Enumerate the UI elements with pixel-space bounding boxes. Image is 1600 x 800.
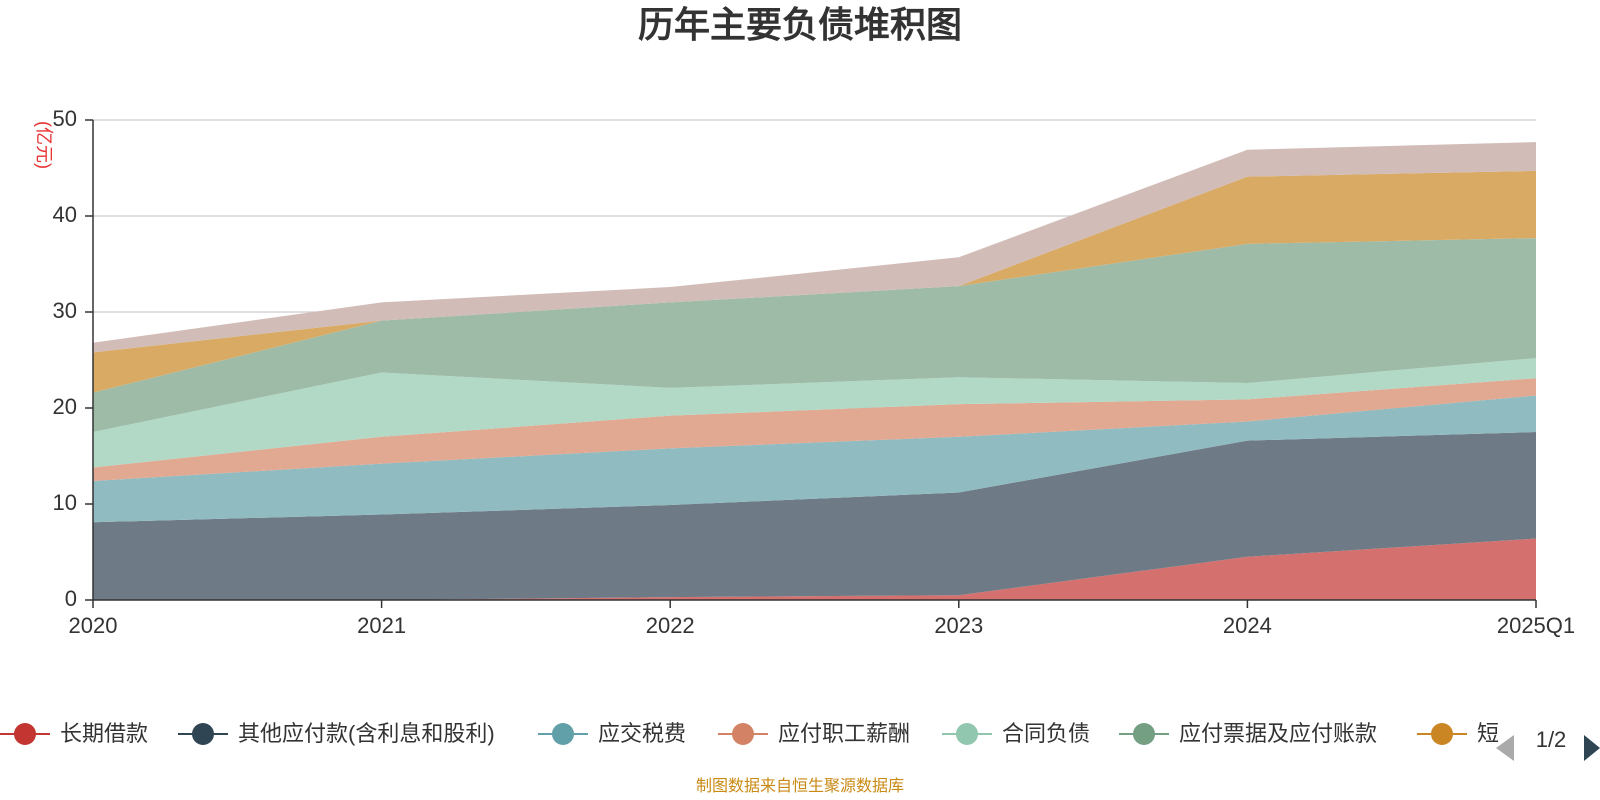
- area-series[interactable]: [93, 142, 1536, 600]
- y-tick-label: 50: [53, 106, 77, 131]
- area-series-2[interactable]: [93, 432, 1536, 600]
- x-tick-label: 2020: [69, 613, 118, 638]
- legend-label: 长期借款: [60, 721, 148, 746]
- area-series-5[interactable]: [93, 358, 1536, 468]
- data-source-note: 制图数据来自恒生聚源数据库: [696, 777, 904, 795]
- legend-next-icon[interactable]: [1584, 735, 1600, 761]
- area-series-1[interactable]: [93, 538, 1536, 600]
- y-tick-label: 20: [53, 394, 77, 419]
- legend-label: 短: [1477, 721, 1499, 746]
- legend-label: 合同负债: [1002, 721, 1090, 746]
- chart-title: 历年主要负债堆积图: [638, 4, 962, 45]
- area-series-7[interactable]: [93, 170, 1536, 393]
- legend-item[interactable]: 短: [1417, 721, 1499, 746]
- area-series-4[interactable]: [93, 378, 1536, 481]
- legend-item[interactable]: 其他应付款(含利息和股利): [178, 721, 495, 746]
- y-axis-unit-label: (亿元): [34, 121, 54, 169]
- legend-marker-icon: [1431, 723, 1453, 745]
- y-tick-label: 10: [53, 490, 77, 515]
- legend-label: 其他应付款(含利息和股利): [238, 721, 495, 746]
- legend-label: 应付职工薪酬: [778, 721, 910, 746]
- legend-marker-icon: [1133, 723, 1155, 745]
- legend-item[interactable]: 应交税费: [538, 721, 686, 746]
- x-tick-label: 2023: [934, 613, 983, 638]
- y-tick-label: 0: [65, 586, 77, 611]
- legend-marker-icon: [956, 723, 978, 745]
- legend-item[interactable]: 应付票据及应付账款: [1119, 721, 1377, 746]
- legend-label: 应付票据及应付账款: [1179, 721, 1377, 746]
- legend-marker-icon: [14, 723, 36, 745]
- legend-page-indicator: 1/2: [1536, 727, 1567, 752]
- y-tick-label: 40: [53, 202, 77, 227]
- legend-marker-icon: [192, 723, 214, 745]
- legend-prev-icon[interactable]: [1496, 735, 1514, 761]
- legend-item[interactable]: 应付职工薪酬: [718, 721, 910, 746]
- legend-pager[interactable]: 1/2: [1496, 727, 1600, 761]
- area-series-6[interactable]: [93, 238, 1536, 432]
- x-tick-label: 2025Q1: [1497, 613, 1575, 638]
- legend-marker-icon: [552, 723, 574, 745]
- area-series-8[interactable]: [93, 142, 1536, 353]
- legend-label: 应交税费: [598, 721, 686, 746]
- area-series-3[interactable]: [93, 395, 1536, 523]
- legend[interactable]: 长期借款 其他应付款(含利息和股利) 应交税费 应付职工薪酬 合同负债 应付票据及应付账款…: [0, 721, 1499, 746]
- x-tick-label: 2024: [1223, 613, 1272, 638]
- legend-item[interactable]: 长期借款: [0, 721, 148, 746]
- legend-item[interactable]: 合同负债: [942, 721, 1090, 746]
- x-tick-label: 2021: [357, 613, 406, 638]
- axes: 0 10 20 30 40 50 2020 2021 2022 2023 2024 2025Q1: [53, 106, 1576, 638]
- y-tick-label: 30: [53, 298, 77, 323]
- x-tick-label: 2022: [646, 613, 695, 638]
- legend-marker-icon: [732, 723, 754, 745]
